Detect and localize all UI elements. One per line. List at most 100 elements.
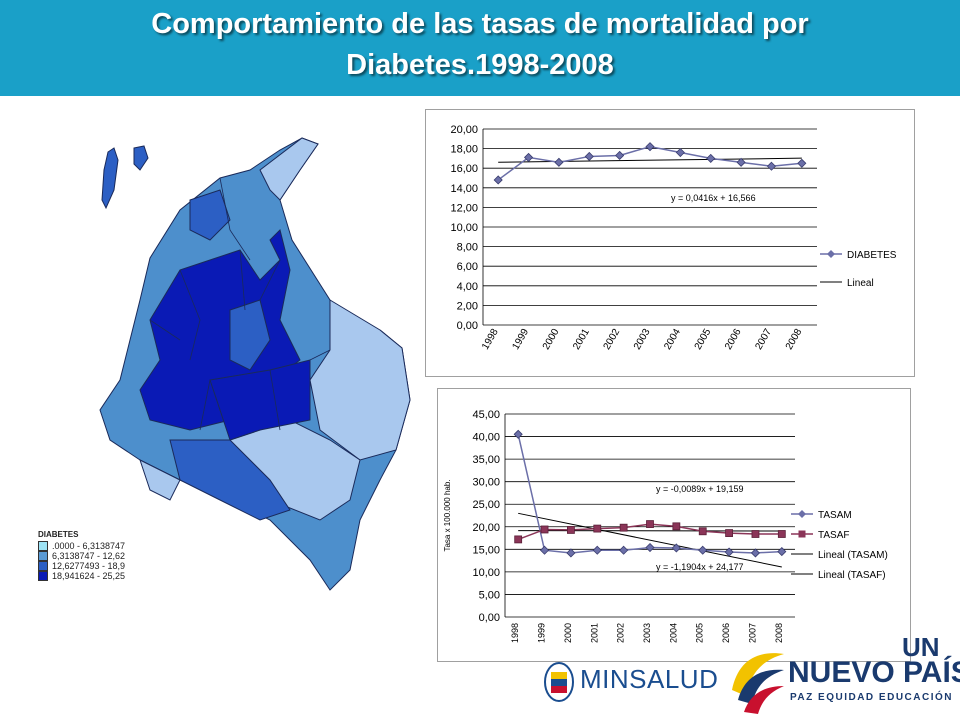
map-legend-swatch bbox=[38, 571, 48, 581]
diabetes-line-chart: 0,00 2,00 4,00 6,00 8,00 10,00 12,00 14,00 16,00… bbox=[450, 124, 897, 352]
x-tick-label: 2007 bbox=[747, 623, 757, 643]
y-tick-label: 25,00 bbox=[472, 499, 500, 511]
x-tick-label: 1999 bbox=[510, 327, 531, 352]
map-legend-label: 6,3138747 - 12,62 bbox=[52, 551, 126, 561]
y-tick-label: 18,00 bbox=[450, 144, 478, 156]
y-tick-label: 30,00 bbox=[472, 477, 500, 489]
data-point bbox=[645, 142, 655, 152]
data-point bbox=[750, 548, 761, 558]
data-point bbox=[797, 158, 807, 168]
data-point bbox=[645, 542, 655, 553]
map-legend-label: 18,941624 - 25,25 bbox=[52, 571, 126, 581]
x-tick-label: 2005 bbox=[695, 623, 705, 643]
data-point bbox=[671, 543, 681, 553]
x-tick-label: 1998 bbox=[510, 623, 520, 643]
data-point bbox=[777, 530, 786, 538]
trendline bbox=[518, 512, 782, 568]
x-tick-label: 2000 bbox=[541, 327, 562, 352]
trendline bbox=[498, 157, 802, 163]
data-point bbox=[523, 152, 534, 162]
data-point bbox=[593, 524, 602, 533]
y-tick-label: 5,00 bbox=[479, 589, 500, 601]
data-point bbox=[540, 525, 549, 534]
x-tick-label: 2008 bbox=[784, 327, 805, 352]
data-point bbox=[514, 535, 523, 544]
series-line bbox=[497, 145, 802, 181]
data-point bbox=[777, 547, 787, 557]
data-point bbox=[615, 150, 625, 161]
x-tick-label: 2006 bbox=[723, 327, 744, 352]
nuevo-pais-tagline: PAZ EQUIDAD EDUCACIÓN bbox=[790, 692, 953, 703]
x-tick-label: 2006 bbox=[721, 623, 731, 643]
y-tick-label: 8,00 bbox=[457, 242, 478, 254]
coat-of-arms-icon bbox=[544, 662, 574, 702]
y-tick-label: 14,00 bbox=[450, 183, 478, 195]
data-point bbox=[725, 529, 733, 537]
map-legend-item: 12,6277493 - 18,9 bbox=[38, 561, 158, 571]
x-tick-label: 2001 bbox=[571, 327, 592, 352]
data-point bbox=[619, 545, 629, 555]
x-tick-label: 2001 bbox=[589, 623, 599, 643]
x-tick-label: 1998 bbox=[480, 327, 501, 352]
data-point bbox=[513, 429, 523, 439]
diabetes-chart-panel: 0,00 2,00 4,00 6,00 8,00 10,00 12,00 14,00 16,00… bbox=[425, 109, 915, 377]
legend-marker bbox=[798, 510, 806, 518]
y-tick-label: 2,00 bbox=[457, 300, 478, 312]
page-title: Comportamiento de las tasas de mortalida… bbox=[20, 4, 940, 86]
x-tick-label: 2000 bbox=[563, 623, 573, 643]
data-point bbox=[539, 545, 550, 555]
data-point bbox=[592, 545, 602, 555]
data-point bbox=[566, 548, 576, 558]
minsalud-wordmark: MINSALUD bbox=[580, 664, 719, 694]
title-line-1: Comportamiento de las tasas de mortalida… bbox=[151, 8, 809, 40]
legend-marker bbox=[827, 250, 835, 258]
x-tick-label: 2002 bbox=[602, 327, 623, 352]
y-tick-label: 10,00 bbox=[472, 567, 500, 579]
x-tick-label: 2004 bbox=[662, 327, 683, 352]
y-tick-label: 40,00 bbox=[472, 432, 500, 444]
trendline-equation: y = 0,0416x + 16,566 bbox=[671, 193, 756, 203]
x-tick-label: 1999 bbox=[537, 623, 547, 643]
y-tick-label: 12,00 bbox=[450, 202, 478, 214]
map-legend-label: 12,6277493 - 18,9 bbox=[52, 561, 126, 571]
minsalud-logo: MINSALUD bbox=[540, 654, 718, 710]
map-legend-item: 18,941624 - 25,25 bbox=[38, 571, 158, 581]
data-point bbox=[493, 175, 503, 185]
x-tick-label: 2007 bbox=[753, 327, 774, 352]
y-tick-label: 16,00 bbox=[450, 163, 478, 175]
map-legend-swatch bbox=[38, 551, 48, 561]
data-point bbox=[672, 522, 681, 531]
legend-label: TASAF bbox=[818, 530, 849, 541]
nuevo-pais-logo: UN NUEVO PAÍS PAZ EQUIDAD EDUCACIÓN bbox=[728, 630, 960, 720]
map-legend-item: 6,3138747 - 12,62 bbox=[38, 551, 158, 561]
data-point bbox=[584, 151, 594, 162]
tasam-tasaf-line-chart: 0,00 5,00 10,00 15,00 20,00 25,00 30,00 35,00 40… bbox=[443, 409, 888, 643]
data-point bbox=[619, 523, 628, 532]
legend-label: DIABETES bbox=[847, 250, 897, 261]
map-legend-label: .0000 - 6,3138747 bbox=[52, 541, 126, 551]
nuevo-pais-wordmark: NUEVO PAÍS bbox=[788, 656, 960, 689]
legend-label: Lineal (TASAF) bbox=[818, 570, 886, 581]
x-tick-label: 2004 bbox=[668, 623, 678, 643]
y-tick-label: 20,00 bbox=[472, 522, 500, 534]
map-legend: DIABETES .0000 - 6,3138747 6,3138747 - 1… bbox=[38, 530, 158, 581]
data-point bbox=[698, 545, 708, 555]
data-point bbox=[751, 530, 760, 538]
x-tick-label: 2003 bbox=[632, 327, 653, 352]
y-tick-label: 10,00 bbox=[450, 222, 478, 234]
legend-marker bbox=[798, 530, 806, 538]
data-point bbox=[724, 547, 734, 557]
data-point bbox=[766, 161, 777, 171]
y-tick-label: 20,00 bbox=[450, 124, 478, 136]
data-point bbox=[567, 526, 575, 534]
x-tick-label: 2002 bbox=[616, 623, 626, 643]
y-tick-label: 0,00 bbox=[479, 612, 500, 624]
map-legend-title: DIABETES bbox=[38, 530, 79, 539]
nuevo-pais-swoosh-icon bbox=[732, 653, 784, 714]
title-bar: Comportamiento de las tasas de mortalida… bbox=[0, 0, 960, 96]
y-axis-title: Tasa x 100.000 hab. bbox=[443, 479, 452, 551]
data-point bbox=[646, 520, 654, 528]
legend-label: TASAM bbox=[818, 510, 852, 521]
trendline-equation: y = -1,1904x + 24,177 bbox=[656, 562, 744, 572]
map-svg bbox=[99, 137, 411, 591]
